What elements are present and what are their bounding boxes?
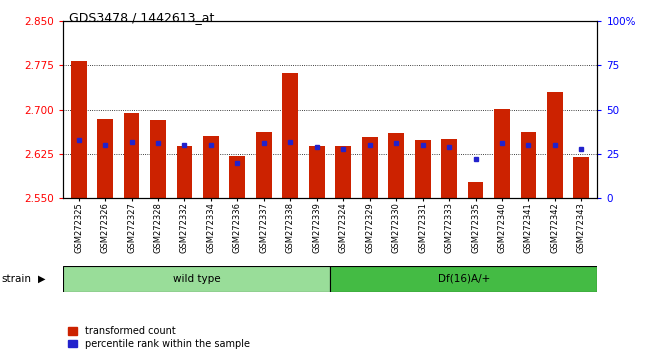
Bar: [574, 157, 589, 198]
Bar: [521, 132, 537, 198]
Text: GDS3478 / 1442613_at: GDS3478 / 1442613_at: [69, 11, 214, 24]
Bar: [362, 137, 378, 198]
Bar: [330, 266, 597, 292]
Bar: [282, 73, 298, 198]
Bar: [441, 139, 457, 198]
Bar: [468, 182, 484, 198]
Bar: [388, 133, 404, 198]
Text: strain: strain: [1, 274, 31, 284]
Text: wild type: wild type: [172, 274, 220, 284]
Bar: [123, 113, 139, 198]
Text: ▶: ▶: [38, 274, 46, 284]
Bar: [176, 146, 192, 198]
Bar: [63, 266, 330, 292]
Text: Df(16)A/+: Df(16)A/+: [438, 274, 490, 284]
Bar: [547, 92, 563, 198]
Bar: [309, 146, 325, 198]
Bar: [230, 156, 246, 198]
Bar: [494, 109, 510, 198]
Bar: [256, 132, 272, 198]
Bar: [97, 119, 113, 198]
Bar: [414, 141, 430, 198]
Bar: [335, 146, 351, 198]
Bar: [150, 120, 166, 198]
Bar: [203, 136, 219, 198]
Legend: transformed count, percentile rank within the sample: transformed count, percentile rank withi…: [67, 326, 250, 349]
Bar: [71, 61, 86, 198]
